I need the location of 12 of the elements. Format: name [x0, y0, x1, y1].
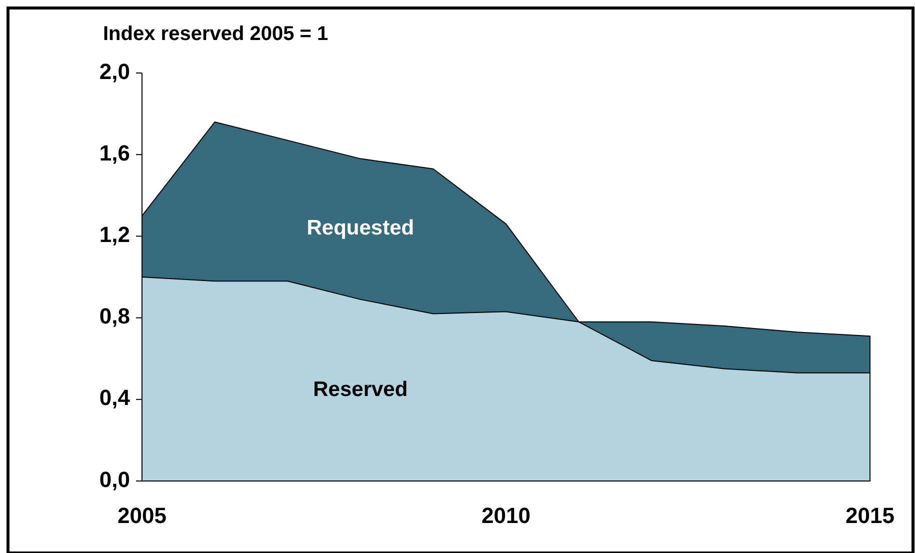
y-tick-label: 0,4	[99, 385, 131, 410]
series-label: Reserved	[313, 378, 408, 401]
x-tick-label: 2005	[118, 503, 166, 528]
chart-title: Index reserved 2005 = 1	[103, 23, 328, 45]
x-tick-label: 2010	[482, 503, 530, 528]
y-tick-label: 1,2	[99, 222, 130, 248]
y-tick-label: 1,6	[99, 140, 130, 166]
series-label: Requested	[306, 216, 414, 240]
y-tick-label: 2,0	[99, 58, 130, 84]
x-tick-label: 2015	[846, 503, 894, 528]
y-tick-label: 0,0	[99, 466, 130, 492]
y-tick-label: 0,8	[99, 304, 130, 329]
